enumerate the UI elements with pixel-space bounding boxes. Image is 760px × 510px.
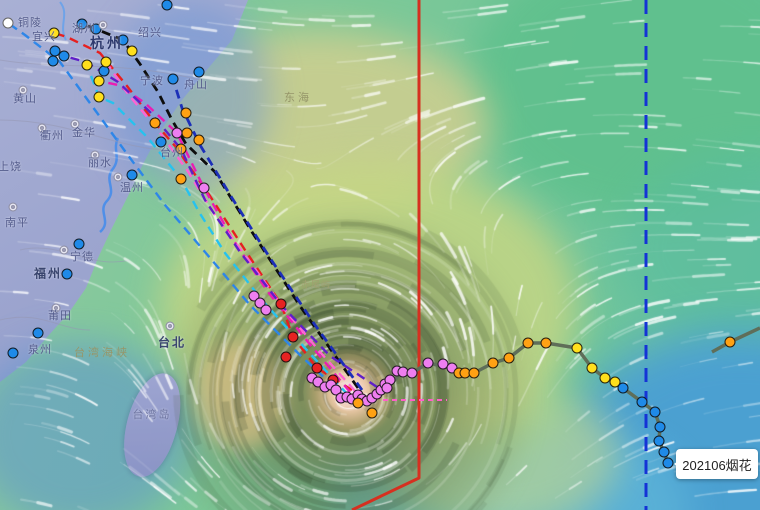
forecast-track-cyan — [85, 64, 349, 396]
typhoon-name-tooltip[interactable]: 202106烟花 — [674, 449, 758, 479]
forecast-track-black — [82, 22, 360, 389]
history-track-spur — [711, 326, 760, 354]
history-track — [311, 341, 670, 464]
forecast-track-magenta — [98, 79, 351, 393]
forecast-track-pink — [105, 61, 356, 392]
warning-line-24h — [351, 0, 421, 510]
forecast-track-navy — [171, 78, 364, 391]
forecast-track-red — [53, 31, 353, 392]
forecast-track-indigo — [63, 54, 378, 389]
forecast-track-dodger — [7, 22, 346, 398]
typhoon-name: 202106烟花 — [682, 457, 752, 473]
